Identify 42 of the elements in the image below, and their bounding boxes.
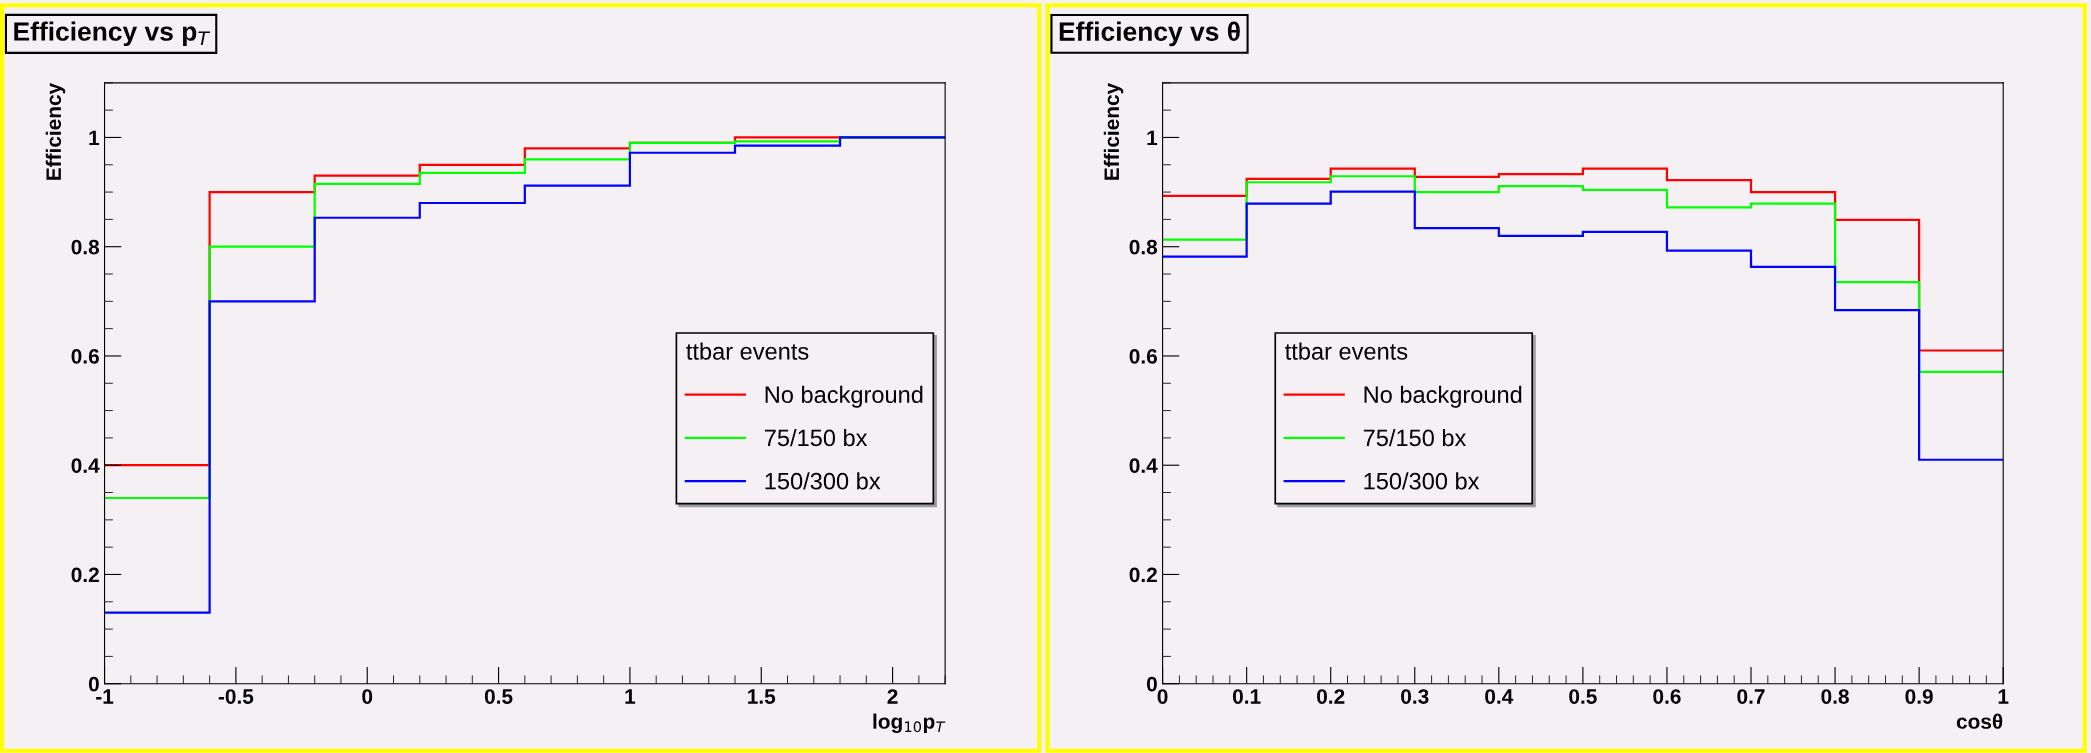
y-tick-label: 0.2 <box>71 567 99 583</box>
y-tick-label: 1 <box>1147 130 1158 146</box>
x-tick-label: 1.5 <box>748 689 776 704</box>
x-tick-label: 0.8 <box>1821 689 1849 704</box>
x-tick-label: 0.7 <box>1737 689 1765 704</box>
y-axis-title: Efficiency <box>1103 82 1124 180</box>
x-tick-label: 0.6 <box>1653 689 1681 704</box>
chart-title: Efficiency vs θ <box>1059 21 1240 47</box>
x-tick-label: 0.5 <box>484 689 513 704</box>
legend-title: ttbar events <box>686 342 809 360</box>
chart-title: Efficiency vs p$_{T}$ <box>14 21 211 47</box>
y-tick-label: 0.6 <box>1129 348 1157 364</box>
legend-title: ttbar events <box>1285 342 1408 360</box>
x-tick-label: 1 <box>1998 689 2009 704</box>
y-tick-label: 0.6 <box>71 348 99 364</box>
y-tick-label: 0.8 <box>1129 239 1158 255</box>
x-tick-label: 0.2 <box>1317 689 1345 704</box>
x-tick-label: 0.9 <box>1905 689 1933 704</box>
x-axis-title: cosθ <box>1956 713 2003 729</box>
legend-label: 150/300 bx <box>765 472 881 490</box>
y-tick-label: 0 <box>1146 676 1157 692</box>
legend-label: 75/150 bx <box>764 428 868 447</box>
x-tick-label: 0 <box>1157 689 1168 704</box>
legend-label: No background <box>765 385 923 408</box>
x-tick-label: 0 <box>362 689 373 704</box>
legend-label: 75/150 bx <box>1363 428 1467 447</box>
y-axis-title: Efficiency <box>45 82 66 180</box>
y-tick-label: 0.2 <box>1129 567 1157 583</box>
y-tick-label: 1 <box>89 130 100 146</box>
x-tick-label: 0.3 <box>1401 689 1429 704</box>
y-tick-label: 0.4 <box>1129 458 1158 473</box>
legend-label: No background <box>1364 385 1522 408</box>
legend-label: 150/300 bx <box>1364 472 1480 490</box>
x-tick-label: 0.1 <box>1233 689 1261 704</box>
x-tick-label: -0.5 <box>218 689 254 704</box>
y-tick-label: 0.8 <box>71 239 100 255</box>
y-tick-label: 0.4 <box>71 458 100 473</box>
x-tick-label: 2 <box>887 689 898 704</box>
x-tick-label: 0.4 <box>1485 689 1514 704</box>
x-axis-title: log$_{10}$p$_{T}$ <box>873 713 946 734</box>
x-tick-label: 0.5 <box>1569 689 1597 704</box>
x-tick-label: 1 <box>625 689 636 704</box>
